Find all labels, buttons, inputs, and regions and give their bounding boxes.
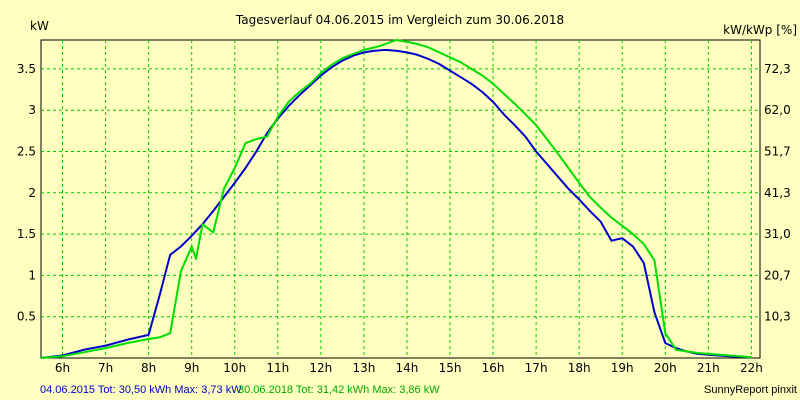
y-tick-label-right: 41,3 <box>764 186 791 200</box>
chart-title: Tagesverlauf 04.06.2015 im Vergleich zum… <box>235 13 564 27</box>
y-axis-left-label: kW <box>30 19 49 33</box>
y-tick-label-right: 62,0 <box>764 103 791 117</box>
y-tick-label-left: 2 <box>28 186 36 200</box>
x-tick-label: 15h <box>439 361 462 375</box>
y-tick-label-left: 3.5 <box>17 62 36 76</box>
x-tick-label: 10h <box>223 361 246 375</box>
y-tick-label-left: 1.5 <box>17 227 36 241</box>
x-tick-label: 11h <box>266 361 289 375</box>
x-axis-ticks: 6h 7h 8h 9h 10h 11h 12h 13h 14h 15h 16h 17h 18h 19h 20… <box>55 361 763 375</box>
x-tick-label: 6h <box>55 361 70 375</box>
y-tick-label-right: 31,0 <box>764 227 791 241</box>
x-tick-label: 22h <box>740 361 763 375</box>
y-tick-label-right: 51,7 <box>764 145 791 159</box>
footer-green-summary: 30.06.2018 Tot: 31,42 kWh Max: 3,86 kW <box>238 384 440 396</box>
x-tick-label: 21h <box>697 361 720 375</box>
series-lines <box>40 39 752 359</box>
x-tick-label: 13h <box>352 361 375 375</box>
x-tick-label: 16h <box>482 361 505 375</box>
y-tick-label-left: 1 <box>28 268 36 282</box>
y-tick-label-left: 3 <box>28 103 36 117</box>
x-tick-label: 19h <box>611 361 634 375</box>
y-tick-label-left: 0.5 <box>17 310 36 324</box>
plot-area <box>40 39 761 359</box>
x-tick-label: 18h <box>568 361 591 375</box>
y-tick-label-right: 20,7 <box>764 268 791 282</box>
series-line-2 <box>40 39 752 359</box>
y-axis-left-ticks: 0.5 1 1.5 2 2.5 3 3.5 <box>17 62 36 324</box>
x-tick-label: 17h <box>525 361 548 375</box>
y-tick-label-right: 72,3 <box>764 62 791 76</box>
series-line-1 <box>40 48 752 359</box>
x-tick-label: 9h <box>184 361 199 375</box>
y-axis-right-ticks: 10,3 20,7 31,0 41,3 51,7 62,0 72,3 <box>764 62 791 324</box>
footer-credit: SunnyReport pinxit <box>704 384 797 396</box>
x-tick-label: 20h <box>654 361 677 375</box>
y-tick-label-right: 10,3 <box>764 310 791 324</box>
footer-blue-summary: 04.06.2015 Tot: 30,50 kWh Max: 3,73 kW <box>40 384 242 396</box>
grid <box>41 40 760 358</box>
x-tick-label: 8h <box>141 361 156 375</box>
x-tick-label: 14h <box>396 361 419 375</box>
y-axis-right-label: kW/kWp [%] <box>723 23 797 37</box>
y-tick-label-left: 2.5 <box>17 145 36 159</box>
x-tick-label: 7h <box>98 361 113 375</box>
x-tick-label: 12h <box>309 361 332 375</box>
